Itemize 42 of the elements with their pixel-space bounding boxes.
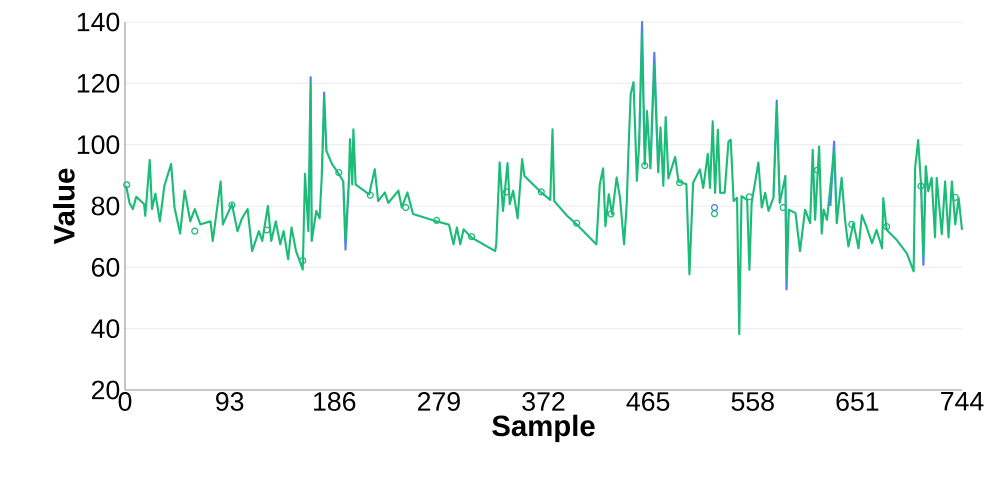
x-tick-label: 465 <box>626 392 670 411</box>
point <box>676 179 684 186</box>
point <box>607 210 615 218</box>
point <box>780 204 787 212</box>
y-tick-label: 80 <box>92 196 120 216</box>
point <box>573 220 580 227</box>
x-axis-title: Sample <box>492 414 595 442</box>
point <box>402 204 410 212</box>
point <box>917 182 925 190</box>
point <box>468 233 476 240</box>
y-axis-title: Value <box>53 168 75 244</box>
point <box>123 181 130 188</box>
line-series <box>125 33 964 336</box>
x-tick-label: 651 <box>836 392 878 411</box>
point <box>746 193 753 200</box>
point <box>883 222 890 230</box>
point <box>433 216 440 224</box>
x-tick-label: 744 <box>941 392 984 410</box>
point <box>710 204 718 212</box>
point <box>366 192 374 199</box>
x-tick-label: 372 <box>522 392 564 411</box>
x-tick-label: 558 <box>732 392 774 411</box>
y-tick-label: 20 <box>92 380 120 400</box>
y-tick-label: 140 <box>78 12 120 32</box>
point <box>299 256 306 264</box>
x-tick-label: 0 <box>118 392 132 411</box>
point <box>641 162 648 170</box>
point <box>538 188 545 196</box>
point <box>710 210 718 218</box>
point <box>263 226 270 234</box>
x-tick-label: 93 <box>216 392 244 411</box>
y-tick-label: 40 <box>91 319 120 338</box>
x-tick-label: 186 <box>314 392 356 411</box>
point <box>335 168 342 176</box>
y-tick-label: 100 <box>78 135 120 154</box>
point <box>191 228 198 235</box>
y-tick-label: 120 <box>78 74 120 93</box>
x-tick-label: 279 <box>418 392 460 411</box>
y-tick-label: 60 <box>92 258 120 277</box>
point <box>228 201 236 209</box>
point <box>848 220 856 228</box>
point <box>952 194 959 202</box>
